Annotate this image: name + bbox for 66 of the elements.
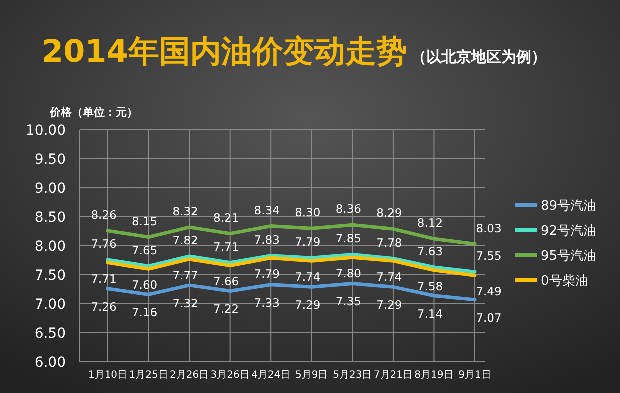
x-tick-label: 2月26日 [170,370,210,381]
data-label: 7.85 [336,232,362,246]
y-tick-label: 10.00 [26,123,66,139]
y-tick-label: 7.50 [34,268,66,284]
data-label: 7.79 [254,267,280,282]
data-label: 7.80 [336,266,362,281]
x-tick-label: 8月19日 [414,370,454,381]
data-label: 7.71 [91,272,117,286]
data-label: 7.29 [376,298,402,312]
data-label: 7.49 [476,284,502,299]
x-tick-label: 9月1日 [458,370,492,381]
chart-title: 2014年国内油价变动走势 [42,34,408,70]
data-label: 7.65 [132,243,158,258]
data-label: 7.74 [295,270,321,284]
data-label: 8.32 [172,204,198,218]
data-label: 7.26 [91,300,117,314]
data-label: 7.74 [376,270,402,284]
data-label: 7.29 [295,298,321,312]
data-label: 7.78 [376,236,402,250]
data-label: 8.03 [476,221,502,236]
y-tick-label: 9.00 [34,181,66,197]
data-label: 7.16 [132,306,158,320]
data-label: 7.33 [254,296,280,310]
legend-label: 0号柴油 [541,274,588,289]
data-label: 7.60 [132,278,158,292]
x-tick-label: 5月9日 [296,370,328,381]
data-label: 8.26 [91,208,117,222]
data-label: 7.82 [172,233,198,248]
data-label: 7.83 [254,232,280,247]
x-tick-label: 1月10日 [88,370,128,381]
data-label: 8.12 [417,216,444,230]
x-tick-label: 4月24日 [252,370,291,381]
legend-label: 92号汽油 [541,224,597,239]
y-tick-label: 9.50 [34,152,66,168]
data-label: 7.71 [214,240,240,254]
y-axis-title: 价格（单位：元） [49,106,138,119]
x-tick-label: 1月25日 [129,370,168,381]
y-tick-label: 6.00 [34,355,66,371]
data-label: 7.79 [295,235,321,250]
y-tick-label: 7.00 [34,297,66,313]
y-tick-label: 8.00 [34,239,66,255]
chart-subtitle: （以北京地区为例） [411,48,546,66]
data-label: 7.76 [91,236,117,251]
data-label: 7.35 [336,294,362,309]
x-tick-label: 3月26日 [210,370,250,381]
data-label: 7.22 [214,302,240,316]
data-label: 7.32 [172,296,198,310]
data-label: 7.63 [417,244,444,258]
x-tick-label: 7月21日 [374,370,413,381]
data-label: 7.14 [417,306,444,321]
data-label: 7.55 [476,249,502,264]
legend-label: 95号汽油 [541,249,597,264]
x-tick-label: 5月23日 [333,370,372,381]
data-label: 8.15 [132,214,158,228]
y-tick-label: 6.50 [34,326,66,342]
data-label: 8.30 [295,206,321,220]
legend-label: 89号汽油 [541,199,597,214]
data-label: 8.21 [214,210,240,225]
data-label: 7.58 [417,279,444,294]
data-label: 7.66 [214,274,240,289]
data-label: 8.29 [376,206,402,220]
data-label: 8.36 [336,202,362,216]
data-label: 7.07 [476,310,502,325]
data-label: 8.34 [254,203,280,218]
y-tick-label: 8.50 [34,210,66,226]
data-label: 7.77 [172,268,198,282]
